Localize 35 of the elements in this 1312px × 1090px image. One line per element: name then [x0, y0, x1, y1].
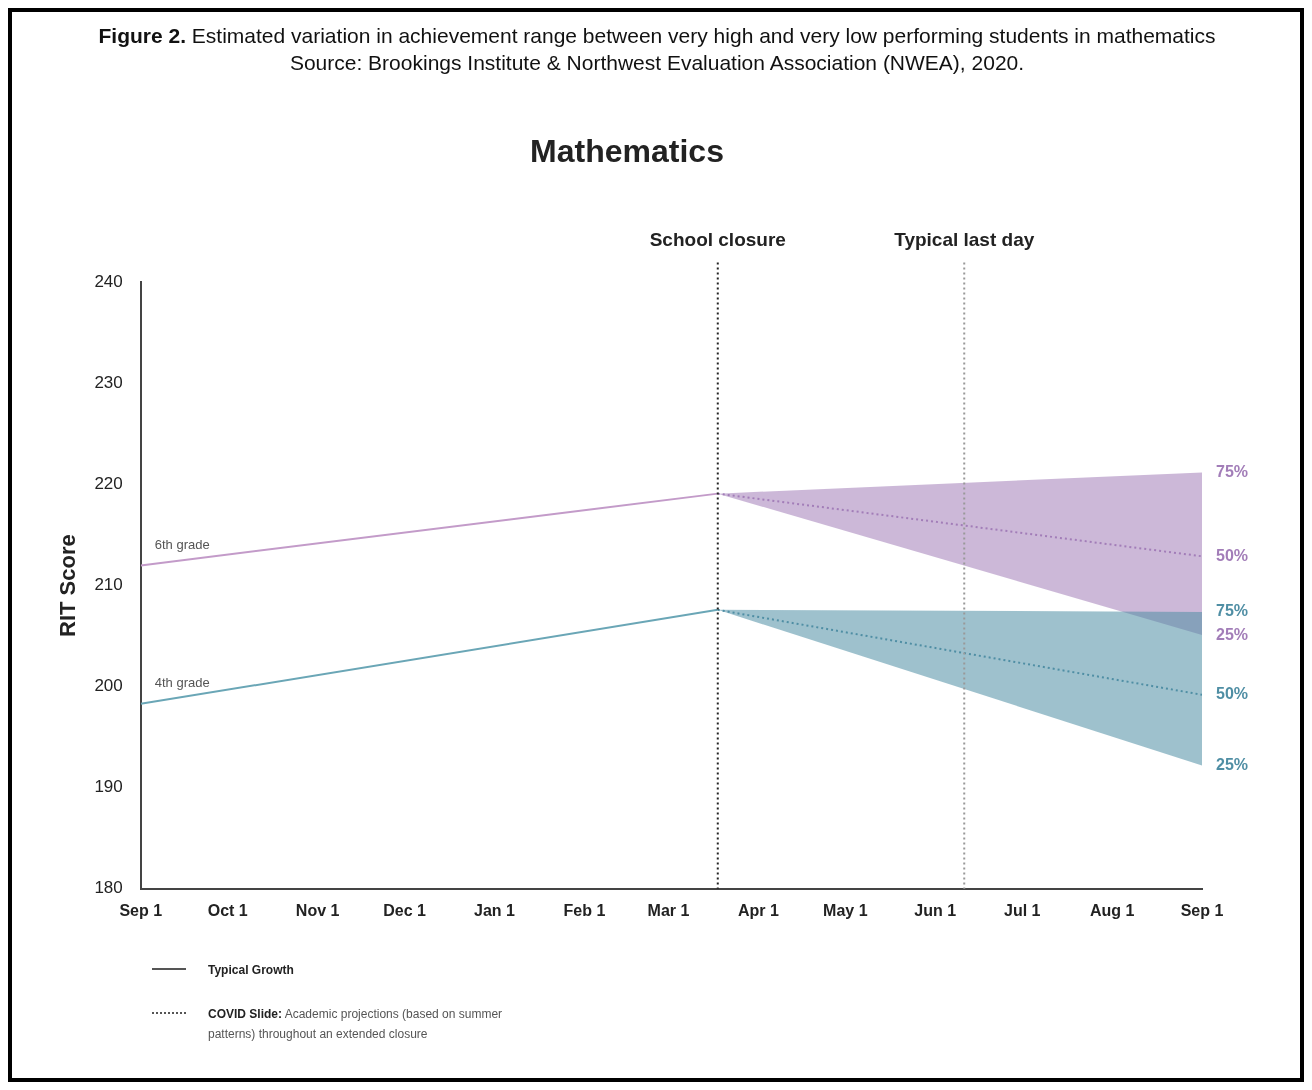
x-tick-label: Mar 1 [647, 901, 690, 919]
x-tick-label: Sep 1 [1180, 901, 1224, 919]
x-tick-label: Jan 1 [474, 901, 516, 919]
x-tick-label: Aug 1 [1089, 901, 1135, 919]
caption: Figure 2. Estimated variation in achievement range between very high and very low performing students in mathematics Source: Brookings Institute & Northwest Evaluation Association (NWEA), 2020. [98, 24, 1216, 74]
series-label: 6th grade [154, 536, 210, 552]
x-tick-label: Oct 1 [207, 901, 248, 919]
text: COVID Slide: Academic projections (based on summer patterns) throughout an extended closure [208, 1006, 504, 1043]
x-tick-label: Jul 1 [1003, 901, 1041, 919]
y-tick-label: 240 [94, 272, 123, 292]
series-label: 4th grade [154, 675, 210, 691]
annotation: 75% [1216, 602, 1249, 620]
x-tick-label: Jun 1 [914, 901, 957, 919]
y-tick-label: 220 [94, 474, 123, 494]
y-tick-label: 230 [94, 373, 123, 393]
y-axis-title: RIT Score [55, 534, 81, 637]
x-tick-label: Sep 1 [119, 901, 163, 919]
series-label: 50% [1216, 546, 1249, 564]
annotation: 25% [1216, 755, 1249, 773]
x-tick-label: Dec 1 [383, 901, 427, 919]
ref-line-label: Typical last day [894, 229, 1035, 251]
y-tick-label: 190 [94, 777, 123, 797]
series-label: 50% [1216, 685, 1249, 703]
ref-line-label: School closure [649, 229, 786, 251]
chart-title: Mathematics [530, 133, 724, 170]
y-tick-label: 210 [94, 575, 123, 595]
annotation: 75% [1216, 462, 1249, 480]
y-tick-label: 200 [94, 676, 123, 696]
text: Typical Growth [208, 963, 294, 977]
x-tick-label: Nov 1 [295, 901, 340, 919]
x-tick-label: Feb 1 [563, 901, 606, 919]
y-tick-label: 180 [94, 878, 123, 898]
annotation: 25% [1216, 625, 1249, 643]
x-tick-label: May 1 [823, 901, 868, 919]
x-tick-label: Apr 1 [737, 901, 779, 919]
